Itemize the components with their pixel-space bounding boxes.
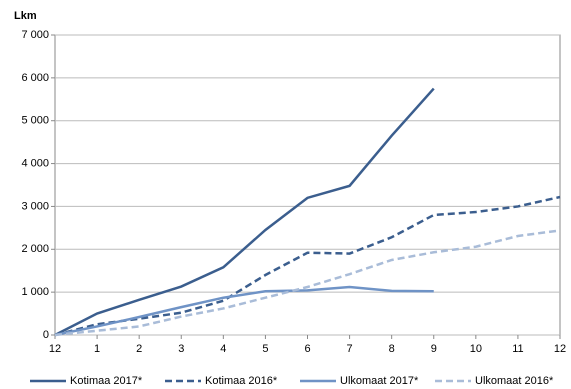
y-tick-label: 4 000 (21, 157, 49, 169)
y-tick-label: 3 000 (21, 200, 49, 212)
x-tick-label: 1 (94, 343, 100, 355)
x-tick-label: 4 (220, 343, 226, 355)
x-tick-label: 2 (136, 343, 142, 355)
series-line (54, 285, 434, 337)
y-tick-label: 7 000 (21, 29, 49, 41)
x-tick-label: 9 (431, 343, 437, 355)
x-tick-label: 8 (389, 343, 395, 355)
x-tick-label: 12 (554, 343, 566, 355)
x-tick-label: 10 (470, 343, 482, 355)
y-tick-label: 5 000 (21, 115, 49, 127)
y-tick-label: 2 000 (21, 243, 49, 255)
x-tick-label: 6 (304, 343, 310, 355)
series-line (54, 195, 561, 337)
series-line (54, 87, 435, 337)
legend-label: Kotimaa 2017* (70, 375, 143, 387)
x-tick-label: 7 (347, 343, 353, 355)
y-axis-label: Lkm (14, 10, 37, 22)
legend-label: Ulkomaat 2016* (475, 375, 554, 387)
legend-label: Kotimaa 2016* (205, 375, 278, 387)
x-tick-label: 3 (178, 343, 184, 355)
y-tick-label: 0 (43, 329, 49, 341)
x-tick-label: 11 (512, 343, 523, 355)
x-tick-label: 5 (262, 343, 268, 355)
y-tick-label: 1 000 (21, 286, 49, 298)
y-tick-label: 6 000 (21, 72, 49, 84)
x-tick-label: 12 (49, 343, 61, 355)
legend-label: Ulkomaat 2017* (340, 375, 419, 387)
series-line (54, 229, 561, 337)
